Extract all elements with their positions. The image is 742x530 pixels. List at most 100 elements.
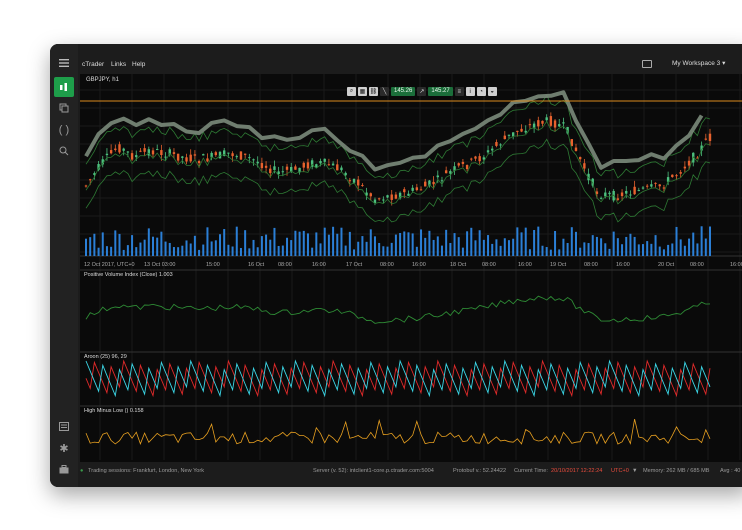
chart-area[interactable]: GBPJPY, h1 ⌕ ▦ ⛓ ╲ 145.26 ↗ 145.27 ≡ i ◔… (80, 74, 742, 462)
volume-bar (595, 236, 598, 256)
volume-bar (470, 227, 473, 256)
volume-bar (85, 238, 87, 256)
candle-body (687, 160, 691, 166)
candle-body (160, 150, 163, 156)
info-icon[interactable]: i (465, 87, 475, 96)
candle-body (252, 159, 255, 161)
draw-line-icon[interactable]: ╲ (380, 87, 389, 96)
chart-toolbar: ⌕ ▦ ⛓ ╲ 145.26 ↗ 145.27 ≡ i ◔ ◒ (347, 87, 497, 99)
automate-code-icon[interactable]: ( ) (58, 124, 70, 136)
volume-bar (327, 234, 330, 256)
chart-canvas[interactable] (80, 74, 742, 462)
candle-body (700, 145, 703, 151)
volume-bar (361, 236, 364, 256)
candle-body (147, 149, 151, 156)
volume-bar (114, 230, 117, 256)
volume-bar (545, 247, 548, 256)
menu-ctrader[interactable]: cTrader (82, 61, 105, 68)
pvi-line (85, 295, 711, 324)
candle-body (491, 148, 494, 151)
time-axis-label: 08:00 (278, 262, 292, 268)
volume-bar (537, 226, 540, 256)
candle-body (290, 166, 293, 173)
volume-bar (612, 231, 615, 256)
settings-gear-icon[interactable]: ✱ (59, 442, 69, 455)
menu-icon[interactable] (54, 53, 74, 73)
link-icon[interactable]: ⛓ (369, 87, 378, 96)
candle-body (189, 154, 192, 162)
volume-bar (189, 243, 192, 256)
volume-bar (89, 237, 92, 256)
timer-icon[interactable]: ◔ (476, 87, 486, 96)
chart-mode-icon[interactable]: ▦ (358, 87, 367, 96)
volume-bar (621, 244, 624, 256)
candle-body (453, 166, 456, 171)
candle-body (361, 185, 364, 187)
window-icon[interactable] (642, 60, 652, 68)
zoom-icon[interactable]: ⌕ (347, 87, 356, 96)
candle-body (126, 151, 130, 153)
volume-bar (428, 230, 431, 256)
candle-body (524, 130, 527, 133)
workspace-selector[interactable]: My Workspace 3 ▾ (672, 60, 726, 67)
volume-bar (382, 246, 385, 256)
copy-icon[interactable] (54, 98, 74, 118)
volume-bar (478, 230, 481, 256)
volume-bar (449, 242, 452, 256)
volume-bar (126, 245, 129, 256)
lower-band (85, 138, 711, 223)
volume-bar (152, 236, 155, 256)
trade-icon[interactable] (54, 77, 74, 97)
timezone-dropdown-icon[interactable]: ▼ (632, 468, 638, 474)
volume-bar (688, 238, 691, 256)
volume-bar (286, 237, 289, 256)
news-icon[interactable] (54, 416, 74, 436)
volume-bar (692, 232, 695, 256)
time-axis-label: 17 Oct (346, 262, 363, 268)
volume-bar (533, 230, 536, 256)
volume-bar (181, 245, 184, 256)
candle-body (633, 186, 636, 195)
candle-body (679, 172, 682, 174)
candle-body (323, 158, 326, 162)
volume-bar (420, 229, 423, 256)
envelope-line (84, 90, 704, 172)
briefcase-icon[interactable] (54, 459, 74, 479)
volume-bar (122, 249, 125, 256)
candle-body (428, 180, 431, 186)
time-axis-label: 15:00 (206, 262, 220, 268)
volume-bar (474, 240, 477, 256)
volume-bar (570, 227, 573, 256)
protobuf-version: Protobuf v.: 52.24422 (453, 468, 507, 474)
volume-bar (344, 245, 347, 256)
menu-help[interactable]: Help (132, 61, 146, 68)
volume-bar (641, 244, 644, 256)
trading-sessions: Trading sessions: Frankfurt, London, New… (88, 468, 205, 474)
volume-bar (336, 233, 339, 256)
volume-bar (202, 244, 205, 256)
volume-bar (616, 238, 619, 256)
timezone[interactable]: UTC+0 (611, 468, 629, 474)
aroon-label: Aroon (25) 96, 29 (84, 354, 127, 360)
sell-arrow-icon[interactable]: ↗ (417, 87, 427, 96)
volume-bar (260, 236, 263, 256)
candle-body (294, 166, 297, 170)
volume-bar (386, 246, 389, 256)
volume-bar (562, 238, 565, 256)
analyze-icon[interactable] (54, 141, 74, 161)
volume-bar (608, 248, 611, 256)
time-axis-label: 16 Oct (248, 262, 265, 268)
sell-price[interactable]: 145.26 (391, 87, 416, 96)
list-icon[interactable]: ≡ (454, 87, 464, 96)
alert-icon[interactable]: ◒ (487, 87, 497, 96)
volume-bar (432, 239, 435, 256)
menu-links[interactable]: Links (111, 61, 127, 68)
volume-bar (604, 243, 607, 256)
candle-body (520, 128, 523, 132)
candle-body (130, 153, 134, 160)
buy-price[interactable]: 145.27 (428, 87, 453, 96)
candle-body (528, 124, 532, 126)
candle-body (629, 194, 632, 196)
volume-bar (436, 236, 439, 256)
volume-bar (143, 239, 146, 256)
